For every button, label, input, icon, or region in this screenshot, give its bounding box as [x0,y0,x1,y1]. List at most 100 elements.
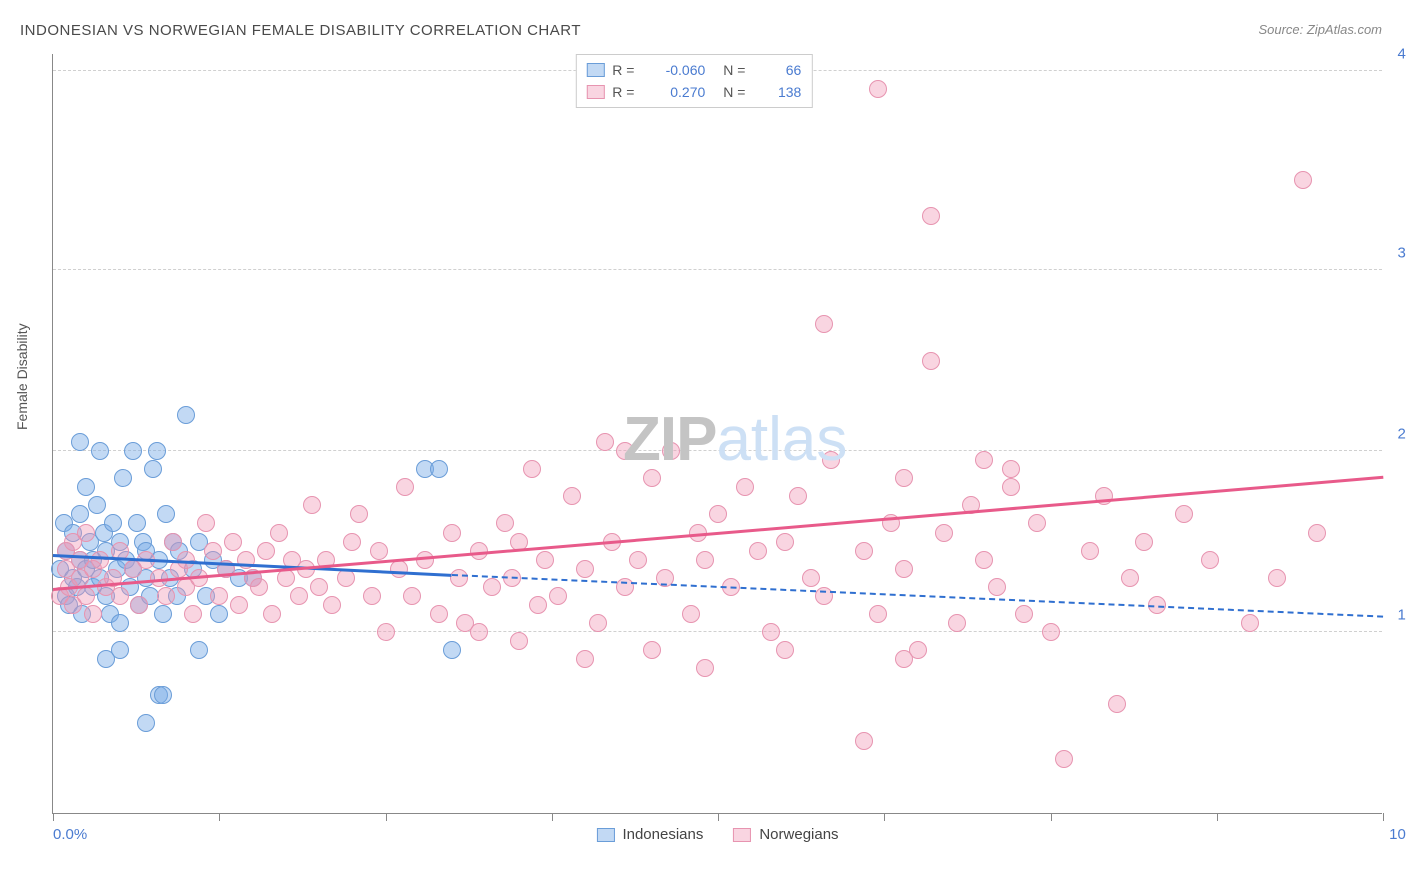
data-point [922,207,940,225]
data-point [343,533,361,551]
data-point [450,569,468,587]
data-point [696,659,714,677]
data-point [855,542,873,560]
data-point [1294,171,1312,189]
r-label: R = [612,81,642,103]
data-point [662,442,680,460]
gridline [53,450,1382,451]
chart-title: INDONESIAN VS NORWEGIAN FEMALE DISABILIT… [20,22,581,39]
data-point [749,542,767,560]
data-point [1028,514,1046,532]
y-tick-label: 30.0% [1397,245,1406,262]
data-point [111,641,129,659]
data-point [263,605,281,623]
data-point [682,605,700,623]
y-tick-label: 40.0% [1397,46,1406,63]
data-point [629,551,647,569]
data-point [430,460,448,478]
data-point [975,551,993,569]
legend-row: R =-0.060N =66 [586,59,801,81]
legend-label: Indonesians [622,826,703,843]
data-point [549,587,567,605]
data-point [576,650,594,668]
data-point [1135,533,1153,551]
data-point [130,596,148,614]
correlation-legend: R =-0.060N =66R =0.270N =138 [575,54,812,108]
x-tick [1217,813,1218,821]
data-point [709,505,727,523]
data-point [855,732,873,750]
data-point [250,578,268,596]
data-point [1095,487,1113,505]
data-point [869,605,887,623]
data-point [1268,569,1286,587]
data-point [443,524,461,542]
data-point [762,623,780,641]
data-point [104,514,122,532]
y-axis-label: Female Disability [14,323,30,430]
legend-swatch [733,828,751,842]
data-point [1002,460,1020,478]
data-point [1308,524,1326,542]
data-point [470,623,488,641]
data-point [523,460,541,478]
data-point [1201,551,1219,569]
data-point [1241,614,1259,632]
data-point [184,605,202,623]
data-point [536,551,554,569]
x-tick-label: 100.0% [1389,826,1406,843]
data-point [350,505,368,523]
data-point [303,496,321,514]
x-tick [718,813,719,821]
data-point [1108,695,1126,713]
data-point [643,641,661,659]
data-point [822,451,840,469]
gridline [53,631,1382,632]
data-point [776,641,794,659]
data-point [290,587,308,605]
x-tick [1383,813,1384,821]
data-point [148,442,166,460]
data-point [91,551,109,569]
data-point [177,406,195,424]
data-point [1175,505,1193,523]
data-point [869,80,887,98]
data-point [230,596,248,614]
data-point [111,614,129,632]
data-point [390,560,408,578]
data-point [154,686,172,704]
data-point [84,605,102,623]
data-point [370,542,388,560]
data-point [204,542,222,560]
data-point [736,478,754,496]
data-point [696,551,714,569]
data-point [483,578,501,596]
data-point [128,514,146,532]
data-point [1042,623,1060,641]
data-point [975,451,993,469]
data-point [157,587,175,605]
data-point [576,560,594,578]
data-point [257,542,275,560]
watermark-zip: ZIP [623,405,716,474]
data-point [643,469,661,487]
data-point [596,433,614,451]
data-point [111,587,129,605]
watermark: ZIPatlas [623,404,847,475]
trend-line-extrapolated [452,574,1383,618]
data-point [137,714,155,732]
n-value: 66 [761,59,801,81]
n-label: N = [723,81,753,103]
trend-line [53,476,1383,591]
data-point [1015,605,1033,623]
data-point [1121,569,1139,587]
data-point [310,578,328,596]
data-point [77,478,95,496]
x-tick [1051,813,1052,821]
data-point [935,524,953,542]
data-point [948,614,966,632]
data-point [377,623,395,641]
data-point [71,433,89,451]
data-point [91,442,109,460]
data-point [802,569,820,587]
